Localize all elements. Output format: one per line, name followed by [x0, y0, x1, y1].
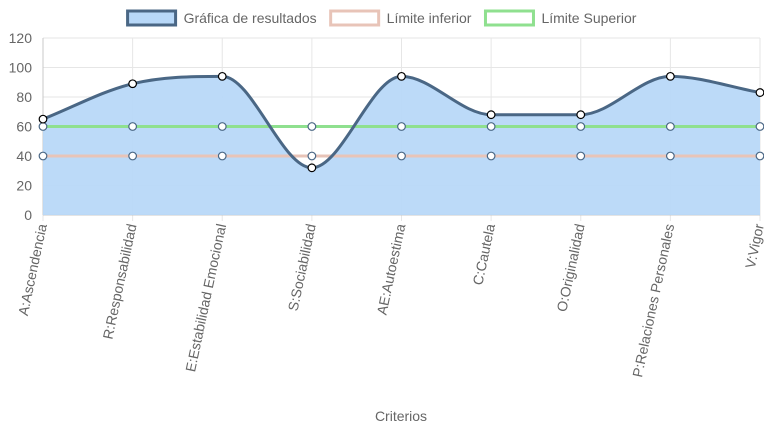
data-point-limite-inferior[interactable] — [128, 151, 138, 161]
x-axis-title: Criterios — [375, 408, 427, 424]
data-point-limite-superior[interactable] — [38, 122, 48, 131]
y-tick-label: 20 — [16, 178, 32, 194]
y-tick-label: 60 — [16, 119, 32, 135]
data-point-grafica-de-resultados[interactable] — [755, 88, 764, 97]
data-point-limite-inferior[interactable] — [665, 151, 675, 161]
y-tick-label: 80 — [16, 89, 32, 105]
data-points — [38, 71, 764, 173]
legend-item-grafica-de-resultados[interactable]: Gráfica de resultados — [126, 9, 317, 27]
legend-item-limite-superior[interactable]: Límite Superior — [483, 9, 637, 27]
data-point-grafica-de-resultados[interactable] — [576, 110, 586, 120]
data-point-limite-inferior[interactable] — [486, 151, 496, 161]
data-point-limite-superior[interactable] — [665, 122, 675, 131]
data-point-limite-superior[interactable] — [217, 122, 227, 131]
legend-swatch — [329, 9, 381, 27]
data-point-limite-superior[interactable] — [486, 122, 496, 131]
area-fill — [43, 76, 760, 215]
data-point-limite-superior[interactable] — [307, 122, 317, 131]
legend-swatch — [126, 9, 178, 27]
y-tick-label: 40 — [16, 148, 32, 164]
data-point-grafica-de-resultados[interactable] — [397, 71, 406, 81]
data-point-grafica-de-resultados[interactable] — [128, 79, 138, 89]
data-point-limite-inferior[interactable] — [38, 151, 48, 161]
legend-label: Gráfica de resultados — [184, 10, 317, 26]
legend-label: Límite inferior — [387, 10, 472, 26]
x-tick-label: A:Ascendencia — [15, 222, 50, 317]
data-point-grafica-de-resultados[interactable] — [665, 71, 675, 81]
x-tick-label: C:Cautela — [469, 222, 498, 286]
data-point-limite-superior[interactable] — [576, 122, 586, 131]
data-point-grafica-de-resultados[interactable] — [38, 114, 48, 124]
data-point-limite-inferior[interactable] — [307, 151, 317, 161]
series-line-grafica-de-resultados — [42, 74, 761, 170]
legend-swatch — [483, 9, 535, 27]
data-point-limite-superior[interactable] — [397, 122, 406, 131]
data-point-limite-inferior[interactable] — [217, 151, 227, 161]
y-tick-label: 100 — [9, 60, 33, 76]
x-axis-ticks: A:Ascendencia R:Responsabilidad E:Estabili… — [15, 222, 764, 379]
x-tick-label: E:Estabilidad Emocional — [182, 222, 229, 373]
data-point-grafica-de-resultados[interactable] — [217, 71, 227, 81]
data-point-grafica-de-resultados[interactable] — [307, 163, 317, 173]
x-tick-label: O:Originalidad — [553, 222, 587, 313]
legend-item-limite-inferior[interactable]: Límite inferior — [329, 9, 472, 27]
data-point-limite-inferior[interactable] — [397, 151, 406, 161]
data-point-grafica-de-resultados[interactable] — [486, 110, 496, 120]
data-point-limite-inferior[interactable] — [755, 151, 764, 161]
y-axis-ticks: 0 20 40 60 80 100 120 — [9, 30, 33, 223]
x-tick-label: V:Vigor — [742, 222, 764, 270]
x-tick-label: R:Responsabilidad — [99, 222, 139, 340]
x-tick-label: S:Sociabilidad — [285, 222, 319, 312]
legend-label: Límite Superior — [541, 10, 636, 26]
data-point-limite-superior[interactable] — [128, 122, 138, 131]
y-tick-label: 0 — [24, 207, 32, 223]
legend[interactable]: Gráfica de resultados Límite inferior Lími… — [126, 9, 637, 27]
x-tick-label: AE:Autoestima — [374, 222, 409, 316]
y-tick-label: 120 — [9, 30, 33, 46]
data-point-limite-superior[interactable] — [755, 122, 764, 131]
data-point-limite-inferior[interactable] — [576, 151, 586, 161]
series-area-grafica-de-resultados — [43, 76, 760, 215]
x-tick-label: P:Relaciones Personales — [629, 222, 677, 378]
